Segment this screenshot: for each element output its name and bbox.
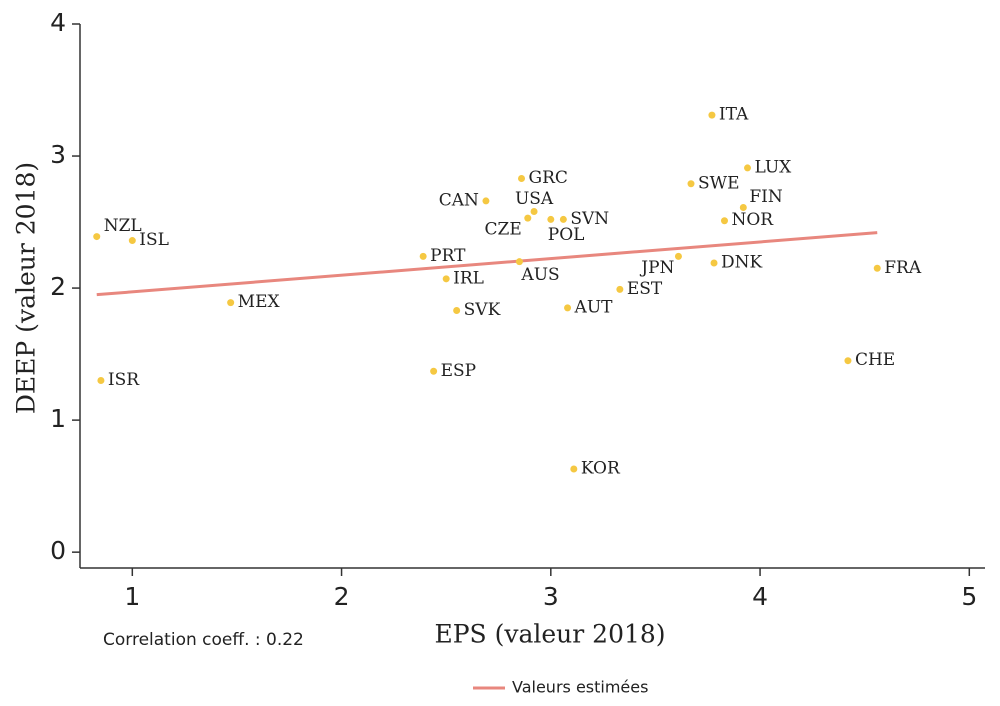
- point: [687, 180, 695, 188]
- point: [564, 304, 572, 312]
- point: [518, 174, 526, 182]
- point-label: CHE: [855, 350, 895, 370]
- x-axis-title: EPS (valeur 2018): [434, 620, 665, 649]
- point: [524, 214, 532, 222]
- point: [844, 357, 852, 365]
- point: [482, 197, 490, 205]
- point: [559, 215, 567, 223]
- correlation-note: Correlation coeff. : 0.22: [103, 630, 304, 650]
- point: [442, 275, 450, 283]
- point-label: MEX: [238, 292, 281, 312]
- point: [674, 252, 682, 260]
- point: [227, 299, 235, 307]
- y-tick-label: 3: [50, 140, 66, 169]
- point-label: ISR: [108, 370, 140, 390]
- point: [744, 164, 752, 172]
- point-label: ITA: [719, 105, 749, 125]
- point: [570, 465, 578, 473]
- point: [720, 217, 728, 225]
- x-tick-label: 5: [961, 582, 977, 611]
- point-label: GRC: [529, 168, 568, 188]
- x-tick-label: 3: [543, 582, 559, 611]
- y-tick-label: 4: [50, 8, 66, 37]
- point: [708, 111, 716, 119]
- point-label: POL: [548, 225, 585, 245]
- point-label: NOR: [731, 210, 774, 230]
- point: [873, 264, 881, 272]
- point-label: FIN: [749, 187, 783, 207]
- point-label: FRA: [884, 258, 922, 278]
- point-label: AUS: [520, 265, 559, 285]
- point: [419, 252, 427, 260]
- point: [710, 259, 718, 267]
- point: [530, 207, 538, 215]
- y-tick-label: 1: [50, 404, 66, 433]
- fit-line: [96, 231, 878, 297]
- point: [128, 237, 136, 245]
- point: [453, 307, 461, 315]
- point-label: SWE: [698, 173, 740, 193]
- point-label: EST: [627, 279, 663, 299]
- point-label: CAN: [439, 190, 479, 210]
- point: [97, 377, 105, 385]
- point-label: SVN: [570, 209, 609, 229]
- x-tick-label: 2: [334, 582, 350, 611]
- y-tick-label: 2: [50, 272, 66, 301]
- point-label: JPN: [639, 258, 674, 278]
- point-label: CZE: [485, 220, 522, 240]
- point-label: NZL: [104, 216, 142, 236]
- point: [616, 285, 624, 293]
- point-label: DNK: [721, 252, 763, 272]
- point-label: LUX: [755, 157, 793, 177]
- point-label: KOR: [581, 458, 621, 478]
- legend-label: Valeurs estimées: [512, 678, 648, 697]
- x-tick-label: 1: [124, 582, 140, 611]
- point: [93, 233, 101, 241]
- point-label: SVK: [464, 300, 501, 320]
- point-label: IRL: [453, 268, 484, 288]
- point: [547, 215, 555, 223]
- point: [739, 204, 747, 212]
- point-label: PRT: [430, 246, 466, 266]
- point: [430, 367, 438, 375]
- x-tick-label: 4: [752, 582, 768, 611]
- y-tick-label: 0: [50, 536, 66, 565]
- point-label: ESP: [441, 361, 477, 381]
- point-label: ISL: [139, 230, 169, 250]
- point: [515, 258, 523, 266]
- point-label: AUT: [574, 297, 614, 317]
- point-label: USA: [515, 189, 554, 209]
- y-axis-title: DEEP (valeur 2018): [12, 162, 41, 414]
